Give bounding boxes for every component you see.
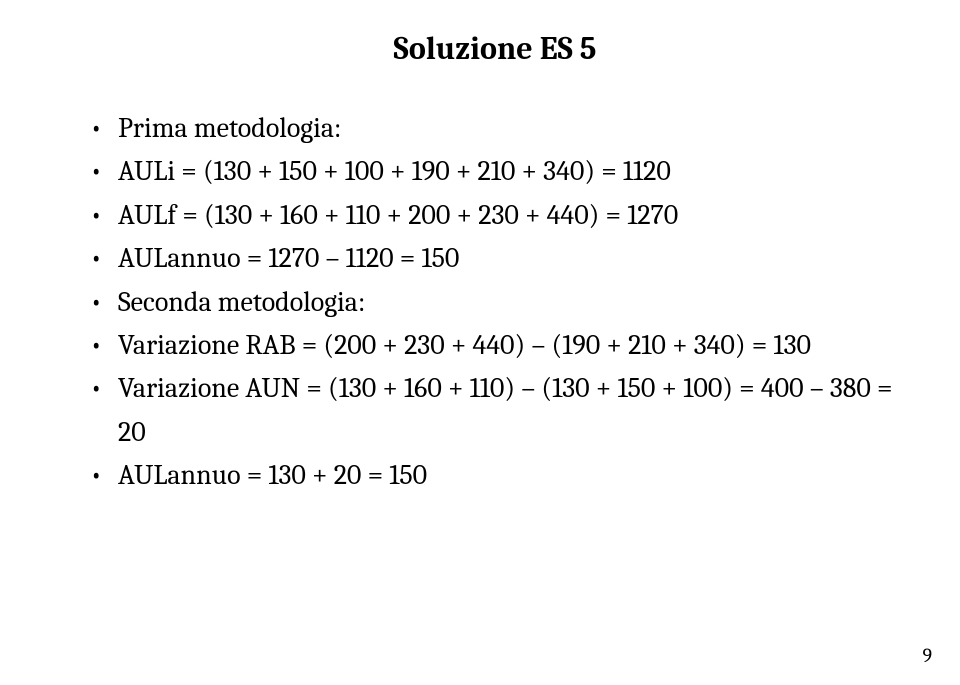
- list-item: AULf = (130 + 160 + 110 + 200 + 230 + 44…: [90, 194, 900, 237]
- list-item: AULannuo = 1270 – 1120 = 150: [90, 237, 900, 280]
- bullet-list: Prima metodologia: AULi = (130 + 150 + 1…: [90, 107, 900, 498]
- list-item: Variazione RAB = (200 + 230 + 440) – (19…: [90, 324, 900, 367]
- list-item: Variazione AUN = (130 + 160 + 110) – (13…: [90, 367, 900, 454]
- document-page: Soluzione ES 5 Prima metodologia: AULi =…: [0, 0, 960, 685]
- page-title: Soluzione ES 5: [90, 30, 900, 67]
- page-number: 9: [922, 644, 932, 667]
- list-item: Prima metodologia:: [90, 107, 900, 150]
- list-item: Seconda metodologia:: [90, 281, 900, 324]
- list-item: AULannuo = 130 + 20 = 150: [90, 454, 900, 497]
- list-item: AULi = (130 + 150 + 100 + 190 + 210 + 34…: [90, 150, 900, 193]
